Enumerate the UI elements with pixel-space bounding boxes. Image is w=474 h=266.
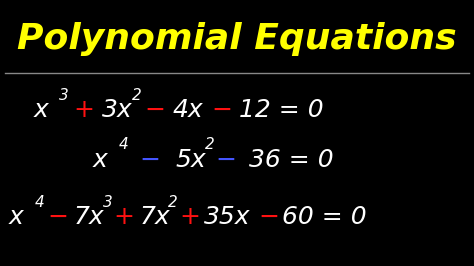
Text: 36 = 0: 36 = 0 <box>249 148 334 172</box>
Text: 2: 2 <box>205 138 215 152</box>
Text: x: x <box>33 98 48 122</box>
Text: Polynomial Equations: Polynomial Equations <box>17 22 457 56</box>
Text: 5x: 5x <box>175 148 206 172</box>
Text: 3: 3 <box>103 195 113 210</box>
Text: −: − <box>258 205 279 229</box>
Text: +: + <box>114 205 135 229</box>
Text: +: + <box>73 98 94 122</box>
Text: x: x <box>9 205 23 229</box>
Text: x: x <box>92 148 107 172</box>
Text: 4: 4 <box>35 195 45 210</box>
Text: 35x: 35x <box>204 205 250 229</box>
Text: −: − <box>145 98 165 122</box>
Text: −: − <box>211 98 232 122</box>
Text: 3x: 3x <box>102 98 133 122</box>
Text: −: − <box>140 148 161 172</box>
Text: 4x: 4x <box>173 98 204 122</box>
Text: +: + <box>179 205 200 229</box>
Text: 3: 3 <box>59 88 69 103</box>
Text: 4: 4 <box>118 138 128 152</box>
Text: 2: 2 <box>132 88 142 103</box>
Text: 7x: 7x <box>140 205 171 229</box>
Text: 7x: 7x <box>73 205 104 229</box>
Text: −: − <box>47 205 68 229</box>
Text: 2: 2 <box>168 195 178 210</box>
Text: −: − <box>216 148 237 172</box>
Text: 12 = 0: 12 = 0 <box>239 98 324 122</box>
Text: 60 = 0: 60 = 0 <box>282 205 367 229</box>
